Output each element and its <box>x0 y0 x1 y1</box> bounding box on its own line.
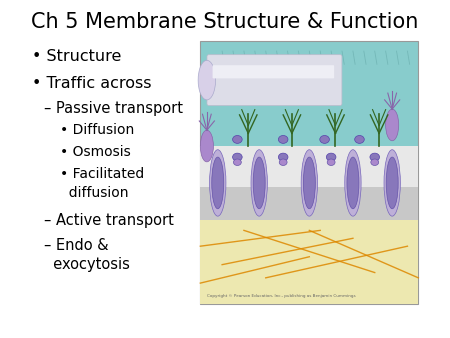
Circle shape <box>233 153 242 161</box>
Ellipse shape <box>212 157 224 209</box>
Ellipse shape <box>251 150 267 216</box>
Text: Copyright © Pearson Education, Inc., publishing as Benjamin Cummings: Copyright © Pearson Education, Inc., pub… <box>207 294 356 297</box>
FancyBboxPatch shape <box>207 55 342 105</box>
Circle shape <box>320 136 329 143</box>
Text: • Osmosis: • Osmosis <box>60 145 131 159</box>
Ellipse shape <box>200 130 213 162</box>
Text: • Traffic across: • Traffic across <box>32 76 151 91</box>
Ellipse shape <box>198 60 216 100</box>
FancyBboxPatch shape <box>200 41 418 304</box>
Ellipse shape <box>347 157 359 209</box>
Text: • Diffusion: • Diffusion <box>60 123 135 137</box>
Text: – Passive transport: – Passive transport <box>44 101 183 116</box>
FancyBboxPatch shape <box>200 220 418 304</box>
Circle shape <box>233 136 242 143</box>
FancyBboxPatch shape <box>200 146 418 187</box>
Ellipse shape <box>253 157 265 209</box>
FancyBboxPatch shape <box>212 65 334 78</box>
Text: – Active transport: – Active transport <box>44 213 174 228</box>
Text: • Facilitated: • Facilitated <box>60 167 145 181</box>
Circle shape <box>279 159 287 166</box>
Circle shape <box>234 159 241 166</box>
Ellipse shape <box>303 157 315 209</box>
Ellipse shape <box>386 157 398 209</box>
Text: • Structure: • Structure <box>32 49 121 64</box>
Circle shape <box>279 136 288 143</box>
Ellipse shape <box>384 150 400 216</box>
FancyBboxPatch shape <box>200 187 418 220</box>
Text: Ch 5 Membrane Structure & Function: Ch 5 Membrane Structure & Function <box>32 12 419 32</box>
Circle shape <box>355 136 365 143</box>
Ellipse shape <box>210 150 226 216</box>
Circle shape <box>371 159 378 166</box>
Ellipse shape <box>345 150 361 216</box>
Circle shape <box>279 153 288 161</box>
Circle shape <box>370 153 379 161</box>
Circle shape <box>327 159 335 166</box>
Text: – Endo &: – Endo & <box>44 238 108 253</box>
Ellipse shape <box>386 109 399 141</box>
Text: exocytosis: exocytosis <box>44 257 130 272</box>
Text: diffusion: diffusion <box>60 186 129 200</box>
Ellipse shape <box>301 150 318 216</box>
Circle shape <box>326 153 336 161</box>
